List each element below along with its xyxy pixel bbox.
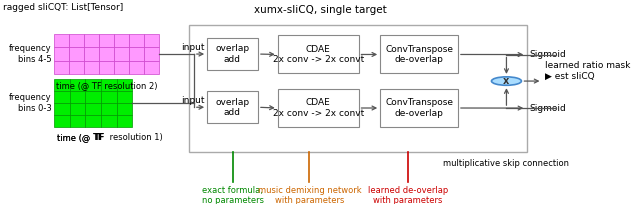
Text: music demixing network
with parameters: music demixing network with parameters (258, 186, 361, 204)
Text: frequency
bins 0-3: frequency bins 0-3 (9, 93, 51, 113)
Text: resolution 1): resolution 1) (107, 133, 163, 142)
Bar (129, 47, 144, 61)
Bar (114, 34, 129, 47)
Text: exact formula,
no parameters: exact formula, no parameters (202, 186, 264, 204)
Text: Sigmoid: Sigmoid (529, 104, 566, 113)
Text: ragged sliCQT: List[Tensor]: ragged sliCQT: List[Tensor] (3, 2, 124, 12)
Text: overlap
add: overlap add (216, 98, 250, 117)
Bar (144, 34, 159, 47)
Bar (54, 115, 70, 127)
Bar (99, 34, 114, 47)
Text: input: input (181, 43, 205, 52)
Text: xumx-sliCQ, single target: xumx-sliCQ, single target (255, 5, 387, 15)
Text: x: x (503, 76, 509, 86)
Circle shape (492, 77, 522, 85)
Bar (84, 34, 99, 47)
Bar (54, 91, 70, 103)
Bar (129, 34, 144, 47)
Text: learned ratio mask
▶ est sliCQ: learned ratio mask ▶ est sliCQ (545, 61, 631, 81)
Bar (86, 115, 101, 127)
Bar (116, 103, 132, 115)
Bar (114, 61, 129, 74)
Bar (54, 34, 69, 47)
Bar (70, 91, 86, 103)
Bar (86, 79, 101, 91)
FancyBboxPatch shape (278, 35, 358, 73)
Text: time (@ TF resolution 1): time (@ TF resolution 1) (42, 133, 144, 142)
Text: multiplicative skip connection: multiplicative skip connection (444, 159, 570, 168)
Text: overlap
add: overlap add (216, 44, 250, 64)
Bar (54, 79, 70, 91)
Bar (69, 61, 84, 74)
Bar (84, 61, 99, 74)
FancyBboxPatch shape (278, 89, 358, 127)
Text: Sigmoid: Sigmoid (529, 50, 566, 59)
Bar (144, 47, 159, 61)
Text: ConvTranspose
de-overlap: ConvTranspose de-overlap (385, 45, 453, 64)
Bar (101, 91, 116, 103)
Bar (101, 103, 116, 115)
Text: learned de-overlap
with parameters: learned de-overlap with parameters (367, 186, 448, 204)
Bar (54, 103, 70, 115)
Bar (101, 115, 116, 127)
Bar (54, 61, 69, 74)
Text: TF: TF (94, 133, 106, 142)
Bar (54, 47, 69, 61)
Text: time (@ TF resolution 2): time (@ TF resolution 2) (56, 81, 157, 90)
Bar (99, 47, 114, 61)
FancyBboxPatch shape (380, 35, 458, 73)
FancyBboxPatch shape (207, 91, 258, 123)
Bar (69, 47, 84, 61)
Bar (114, 47, 129, 61)
Text: TF: TF (93, 133, 105, 142)
Bar (70, 103, 86, 115)
Bar (70, 79, 86, 91)
Bar (116, 79, 132, 91)
Bar (101, 79, 116, 91)
Text: frequency
bins 4-5: frequency bins 4-5 (9, 44, 51, 64)
Text: time (@: time (@ (58, 133, 93, 142)
FancyBboxPatch shape (189, 25, 527, 152)
Bar (84, 47, 99, 61)
Bar (116, 91, 132, 103)
Bar (86, 103, 101, 115)
Text: CDAE
2x conv -> 2x convt: CDAE 2x conv -> 2x convt (273, 45, 364, 64)
Bar (69, 34, 84, 47)
Bar (144, 61, 159, 74)
Text: ConvTranspose
de-overlap: ConvTranspose de-overlap (385, 98, 453, 118)
Bar (116, 115, 132, 127)
Bar (129, 61, 144, 74)
Bar (70, 115, 86, 127)
Text: CDAE
2x conv -> 2x convt: CDAE 2x conv -> 2x convt (273, 98, 364, 118)
FancyBboxPatch shape (207, 38, 258, 70)
Text: input: input (181, 96, 205, 105)
Text: time (@: time (@ (57, 133, 93, 142)
FancyBboxPatch shape (380, 89, 458, 127)
Bar (99, 61, 114, 74)
Bar (86, 91, 101, 103)
